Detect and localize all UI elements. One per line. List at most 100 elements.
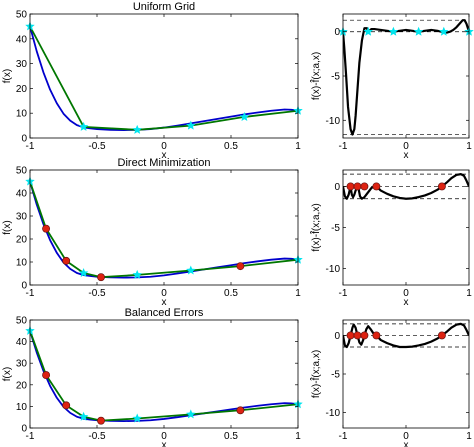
x-tick-label: 1 bbox=[295, 288, 301, 299]
x-tick-label: -0.5 bbox=[88, 431, 106, 442]
x-tick-label: 0 bbox=[403, 431, 409, 442]
y-tick-label: 50 bbox=[16, 166, 28, 177]
circle-marker bbox=[360, 182, 369, 191]
y-tick-label: 40 bbox=[16, 337, 28, 348]
x-axis-label: x bbox=[162, 440, 167, 447]
y-tick-label: 30 bbox=[16, 59, 28, 70]
star-marker bbox=[132, 269, 142, 279]
circle-marker bbox=[360, 331, 369, 340]
y-tick-label: 10 bbox=[16, 402, 28, 413]
circle-marker bbox=[353, 331, 362, 340]
circle-marker bbox=[62, 401, 71, 410]
star-marker bbox=[186, 265, 196, 275]
y-axis-label: f(x) bbox=[2, 367, 13, 381]
y-tick-label: -5 bbox=[331, 370, 340, 381]
y-tick-label: 40 bbox=[16, 189, 28, 200]
circle-marker bbox=[97, 273, 105, 282]
y-tick-label: 50 bbox=[16, 316, 28, 327]
x-tick-label: -1 bbox=[26, 431, 35, 442]
series-line bbox=[30, 181, 298, 279]
star-marker bbox=[388, 26, 399, 36]
panel-title: Direct Minimization bbox=[118, 157, 211, 169]
x-tick-label: 1 bbox=[295, 431, 301, 442]
star-marker bbox=[186, 120, 196, 130]
circle-marker bbox=[236, 262, 245, 271]
panel-5: Balanced Errors-1 -0.5 0 0.5 101020304050xf(… bbox=[2, 307, 303, 447]
x-tick-label: -1 bbox=[26, 288, 35, 299]
star-marker bbox=[239, 111, 250, 121]
y-axis-label: f(x)-f̂(x;a,x) bbox=[308, 203, 322, 251]
y-axis-label: f(x) bbox=[2, 69, 13, 83]
x-tick-label: 0 bbox=[403, 141, 409, 152]
y-tick-label: 0 bbox=[334, 331, 340, 342]
x-tick-label: -1 bbox=[26, 141, 35, 152]
x-tick-label: 0 bbox=[161, 431, 167, 442]
circle-marker bbox=[62, 256, 71, 265]
y-tick-label: 50 bbox=[16, 10, 28, 21]
x-tick-label: 0.5 bbox=[224, 141, 238, 152]
y-axis-label: f(x) bbox=[2, 220, 13, 234]
star-marker bbox=[78, 411, 89, 421]
x-tick-label: 1 bbox=[466, 431, 472, 442]
y-tick-label: 0 bbox=[21, 424, 27, 435]
y-tick-label: -5 bbox=[331, 72, 340, 83]
x-tick-label: -1 bbox=[339, 431, 348, 442]
panel-title: Uniform Grid bbox=[133, 1, 195, 13]
x-axis-label: x bbox=[404, 150, 409, 161]
circle-marker bbox=[437, 182, 446, 191]
circle-marker bbox=[346, 331, 355, 340]
circle-marker bbox=[97, 416, 105, 425]
star-marker bbox=[439, 26, 449, 36]
y-tick-label: -10 bbox=[326, 116, 341, 127]
circle-marker bbox=[42, 371, 51, 380]
y-tick-label: 30 bbox=[16, 212, 28, 223]
x-tick-label: 1 bbox=[466, 141, 472, 152]
series-line bbox=[30, 330, 298, 422]
star-marker bbox=[363, 26, 373, 36]
circle-marker bbox=[346, 182, 355, 191]
x-tick-label: 0 bbox=[161, 288, 167, 299]
x-axis-label: x bbox=[404, 440, 409, 447]
x-tick-label: 0 bbox=[403, 288, 409, 299]
x-tick-label: 0.5 bbox=[224, 431, 238, 442]
y-tick-label: 40 bbox=[16, 34, 28, 45]
x-tick-label: 1 bbox=[466, 288, 472, 299]
x-axis-label: x bbox=[162, 150, 167, 161]
x-tick-label: -1 bbox=[339, 288, 348, 299]
star-marker bbox=[132, 124, 142, 134]
y-tick-label: 0 bbox=[334, 182, 340, 193]
circle-marker bbox=[236, 406, 245, 415]
series-line bbox=[30, 330, 298, 422]
y-axis-label: f(x)-f̂(x;a,x) bbox=[308, 52, 322, 100]
y-tick-label: -10 bbox=[326, 264, 341, 275]
star-marker bbox=[413, 26, 424, 36]
star-marker bbox=[186, 409, 196, 419]
x-tick-label: 0.5 bbox=[224, 288, 238, 299]
panel-title: Balanced Errors bbox=[125, 307, 204, 319]
circle-marker bbox=[353, 182, 362, 191]
y-axis-label: f(x)-f̂(x;a,x) bbox=[308, 350, 322, 398]
y-tick-label: 10 bbox=[16, 109, 28, 120]
x-tick-label: -0.5 bbox=[88, 141, 106, 152]
series-line bbox=[343, 19, 469, 136]
x-axis-label: x bbox=[404, 297, 409, 308]
y-tick-label: 10 bbox=[16, 258, 28, 269]
panel-3: Direct Minimization-1 -0.5 0 0.5 10102030405… bbox=[2, 157, 303, 308]
y-tick-label: 20 bbox=[16, 235, 28, 246]
series-line bbox=[30, 25, 298, 131]
circle-marker bbox=[372, 331, 381, 340]
circle-marker bbox=[372, 182, 381, 191]
y-tick-label: 20 bbox=[16, 84, 28, 95]
star-marker bbox=[78, 268, 89, 278]
y-tick-label: -10 bbox=[326, 408, 341, 419]
x-tick-label: -0.5 bbox=[88, 288, 106, 299]
circle-marker bbox=[42, 224, 51, 233]
x-tick-label: 1 bbox=[295, 141, 301, 152]
y-tick-label: -5 bbox=[331, 223, 340, 234]
y-tick-label: 0 bbox=[21, 134, 27, 145]
